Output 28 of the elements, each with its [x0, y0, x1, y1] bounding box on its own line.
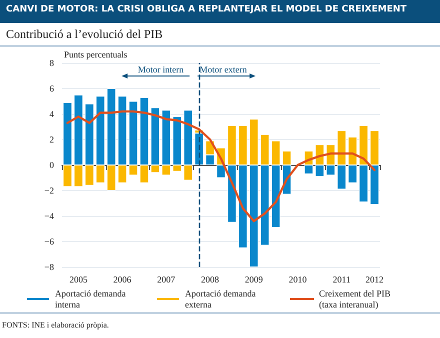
y-axis-title: Punts percentuals — [64, 50, 128, 60]
x-tick-label: 2011 — [332, 274, 350, 284]
line-series — [66, 110, 376, 222]
y-tick-label: 0 — [50, 160, 54, 170]
x-tick-label: 2007 — [157, 274, 176, 284]
legend-label: Creixement del PIB (taxa interanual) — [319, 288, 393, 310]
y-tick-label: −8 — [44, 262, 54, 272]
chart-title: CANVI DE MOTOR: LA CRISI OBLIGA A REPLANTEJAR EL MODEL DE CREIXEMENT — [6, 4, 408, 14]
y-tick-label: 4 — [50, 109, 54, 119]
chart-subtitle: Contribució a l’evolució del PIB — [6, 27, 163, 41]
y-tick-label: −6 — [44, 236, 54, 246]
legend-label: Aportació demanda interna — [55, 288, 128, 310]
annotation: Motor extern — [200, 64, 248, 74]
y-tick-label: −4 — [44, 211, 54, 221]
legend-label: Aportació demanda externa — [185, 288, 258, 310]
x-tick-label: 2008 — [201, 274, 220, 284]
x-tick-label: 2006 — [113, 274, 132, 284]
x-tick-label: 2012 — [366, 274, 384, 284]
y-tick-label: −2 — [44, 186, 54, 196]
y-tick-label: 6 — [50, 84, 54, 94]
x-tick-label: 2009 — [244, 274, 264, 284]
x-tick-label: 2010 — [288, 274, 308, 284]
bar — [194, 133, 204, 165]
x-tick-label: 2005 — [69, 274, 88, 284]
text: FONTS: INE i elaboració pròpia. — [2, 320, 109, 330]
annotation: Motor intern — [138, 64, 184, 74]
y-tick-label: 2 — [50, 134, 54, 144]
y-tick-label: 8 — [50, 58, 54, 68]
